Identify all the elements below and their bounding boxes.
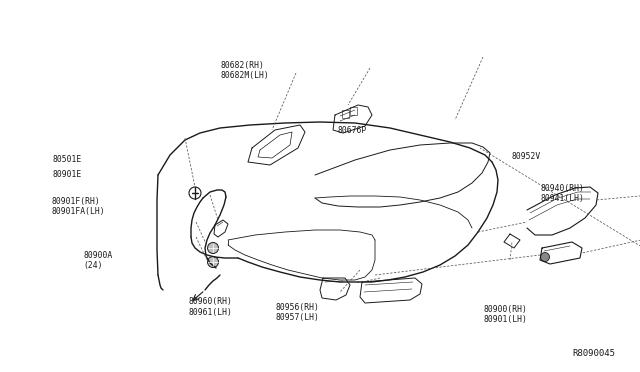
Text: 80676P: 80676P bbox=[338, 126, 367, 135]
Text: 80960(RH)
80961(LH): 80960(RH) 80961(LH) bbox=[189, 297, 233, 317]
Text: 80901E: 80901E bbox=[52, 170, 82, 179]
Circle shape bbox=[541, 253, 550, 262]
Text: 80900A
(24): 80900A (24) bbox=[83, 251, 113, 270]
Text: 80956(RH)
80957(LH): 80956(RH) 80957(LH) bbox=[275, 303, 319, 322]
Circle shape bbox=[207, 243, 218, 253]
Text: 80900(RH)
80901(LH): 80900(RH) 80901(LH) bbox=[483, 305, 527, 324]
Text: 80682(RH)
80682M(LH): 80682(RH) 80682M(LH) bbox=[221, 61, 269, 80]
Text: R8090045: R8090045 bbox=[572, 349, 615, 358]
Text: 80940(RH)
80941(LH): 80940(RH) 80941(LH) bbox=[541, 184, 585, 203]
Text: 80901F(RH)
80901FA(LH): 80901F(RH) 80901FA(LH) bbox=[51, 197, 105, 216]
Text: 80952V: 80952V bbox=[512, 152, 541, 161]
Text: 80501E: 80501E bbox=[52, 155, 82, 164]
Circle shape bbox=[207, 257, 218, 267]
